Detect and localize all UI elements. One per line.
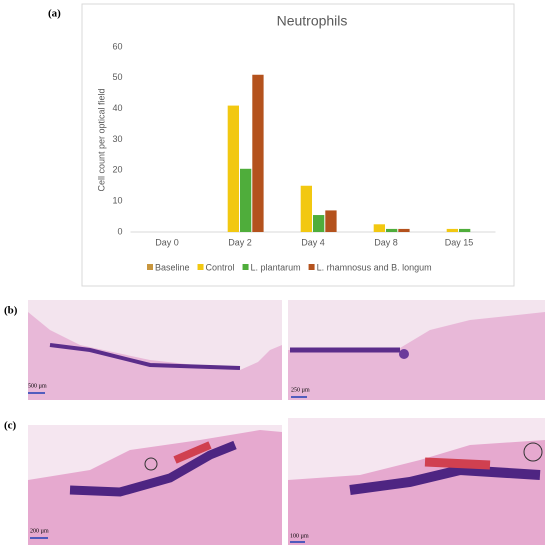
y-tick-label: 40	[112, 103, 122, 113]
legend-swatch	[242, 264, 249, 270]
bar	[386, 228, 398, 232]
bar	[313, 215, 325, 232]
scale-bar-label: 200 µm	[30, 528, 49, 534]
chart-frame	[81, 3, 515, 287]
legend-label: L. rhamnosus and B. longum	[317, 262, 432, 272]
micrograph	[288, 300, 545, 400]
bar	[325, 210, 337, 232]
y-tick-label: 10	[112, 196, 122, 206]
bar	[446, 228, 458, 232]
bar	[240, 168, 252, 232]
panel-label: (b)	[4, 305, 18, 317]
x-tick-label: Day 2	[228, 237, 252, 247]
bar	[252, 74, 264, 232]
chart-title: Neutrophils	[277, 13, 348, 29]
x-tick-label: Day 15	[445, 237, 474, 247]
micrograph	[28, 425, 282, 545]
bar	[398, 228, 410, 232]
legend-swatch	[197, 264, 204, 270]
panel-label: (c)	[4, 420, 17, 432]
scale-bar-label: 250 µm	[291, 387, 310, 393]
y-tick-label: 50	[112, 72, 122, 82]
legend-label: L. plantarum	[251, 262, 301, 272]
legend-label: Baseline	[155, 262, 190, 272]
panel-label: (a)	[48, 8, 61, 20]
bar	[373, 224, 385, 232]
y-axis-label: Cell count per optical field	[96, 88, 106, 191]
bar	[459, 228, 471, 232]
bar	[300, 185, 312, 232]
micrograph	[28, 300, 282, 400]
legend-swatch	[308, 264, 315, 270]
legend-label: Control	[206, 262, 235, 272]
scale-bar-label: 100 µm	[290, 533, 309, 539]
x-tick-label: Day 8	[374, 237, 398, 247]
y-tick-label: 0	[117, 226, 122, 236]
y-tick-label: 30	[112, 134, 122, 144]
x-tick-label: Day 4	[301, 237, 325, 247]
x-tick-label: Day 0	[155, 237, 179, 247]
bar	[227, 105, 239, 232]
y-tick-label: 20	[112, 165, 122, 175]
micrograph	[288, 418, 545, 545]
scale-bar-label: 500 µm	[28, 383, 47, 389]
y-tick-label: 60	[112, 41, 122, 51]
legend-swatch	[147, 264, 153, 270]
